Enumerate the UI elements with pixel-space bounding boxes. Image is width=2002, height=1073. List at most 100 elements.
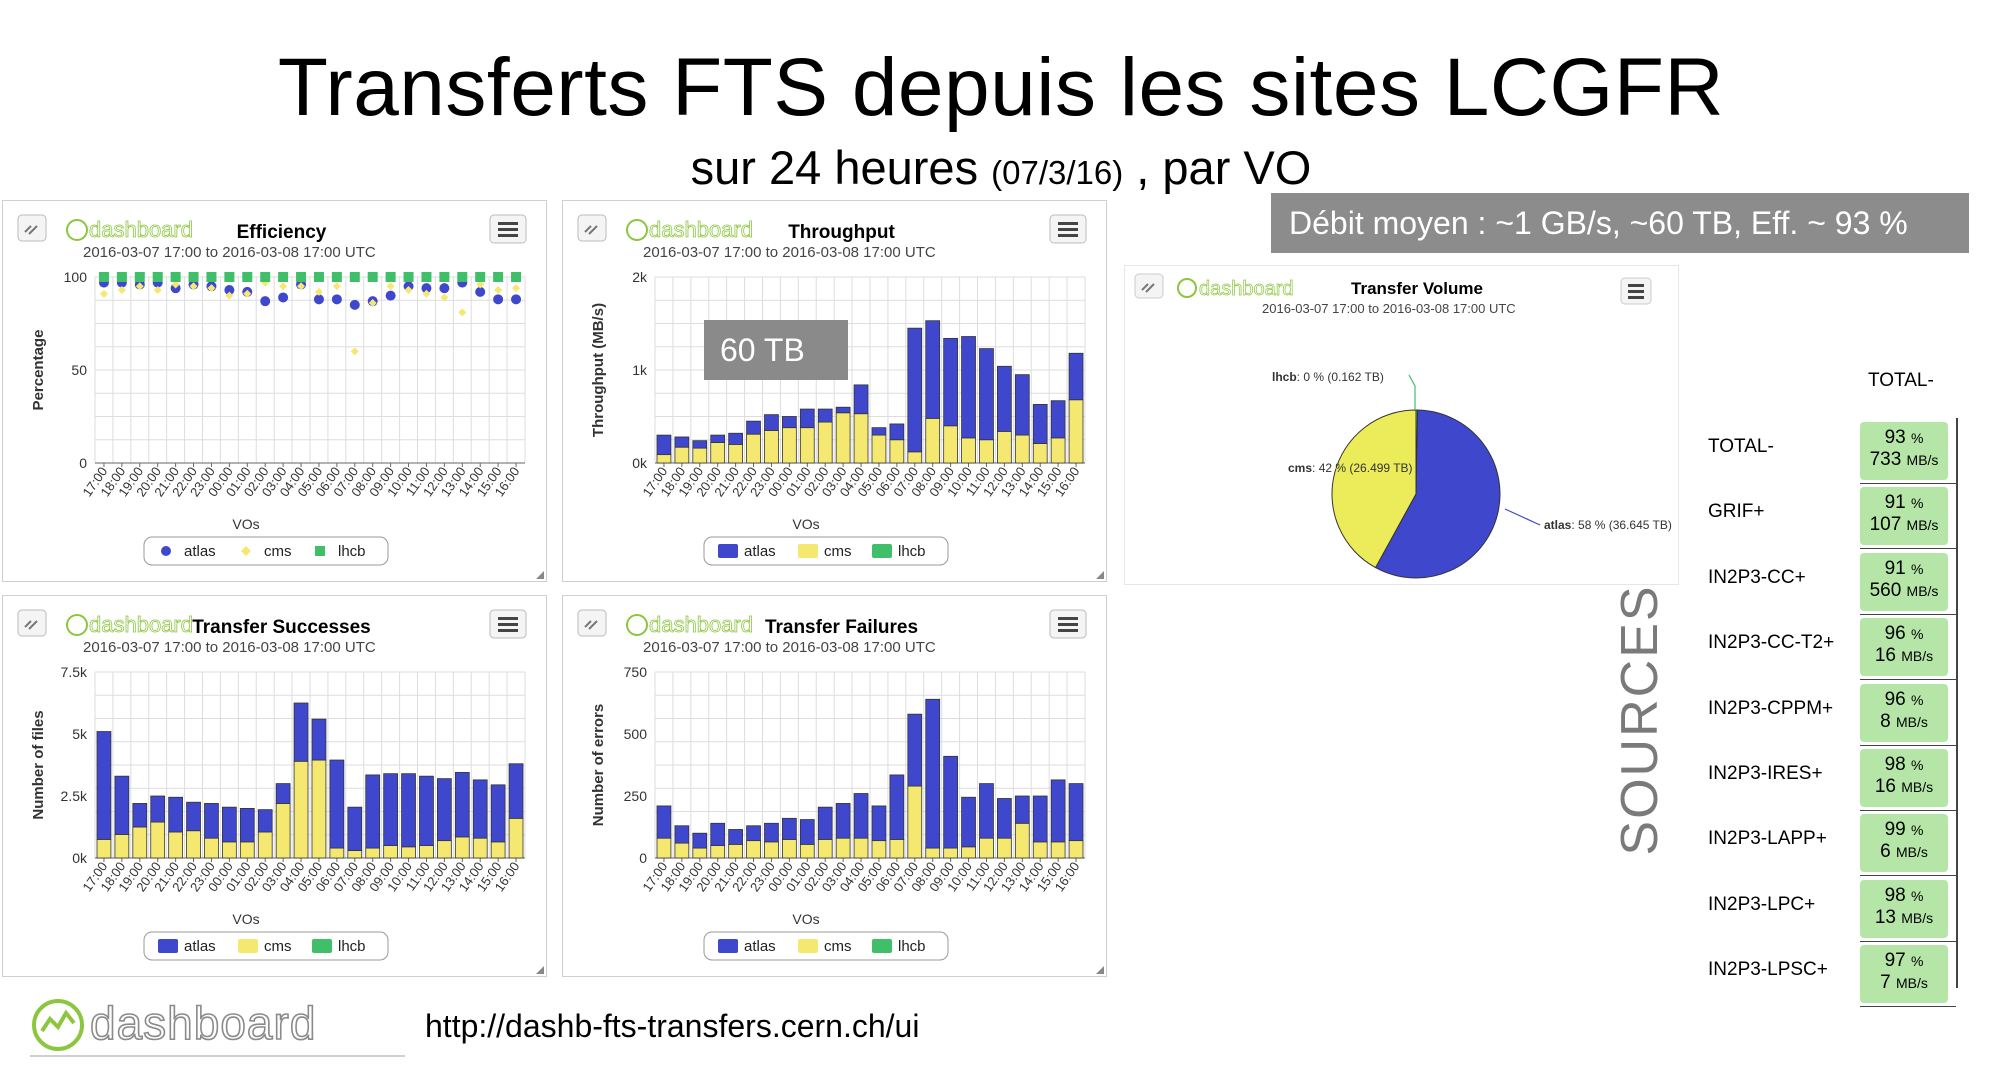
source-row[interactable]: IN2P3-LPC+ 98 % 13 MB/s [1708, 879, 1998, 940]
bar-atlas[interactable] [889, 423, 905, 441]
point-cms[interactable] [422, 289, 431, 298]
point-cms[interactable] [404, 286, 413, 295]
bar-cms[interactable] [943, 425, 958, 464]
source-total-cell[interactable]: 98 % 13 MB/s [1860, 879, 1948, 938]
point-lhcb[interactable] [475, 272, 486, 282]
legend-item-atlas[interactable]: atlas [161, 543, 216, 560]
point-atlas[interactable] [493, 294, 504, 305]
bar-cms[interactable] [132, 826, 148, 859]
bar-cms[interactable] [692, 447, 708, 464]
bar-cms[interactable] [692, 847, 708, 859]
source-row[interactable]: IN2P3-IRES+ 98 % 16 MB/s [1708, 749, 1998, 809]
bar-atlas[interactable] [508, 763, 524, 819]
bar-cms[interactable] [311, 759, 327, 859]
bar-cms[interactable] [746, 840, 761, 859]
point-atlas[interactable] [439, 283, 450, 294]
bar-atlas[interactable] [132, 803, 148, 828]
source-site-label[interactable]: IN2P3-CPPM+ [1708, 697, 1834, 719]
source-total-cell[interactable]: 91 % 560 MB/s [1860, 552, 1948, 611]
bar-atlas[interactable] [222, 806, 237, 843]
source-total-cell[interactable]: 93 % 733 MB/s [1860, 422, 1948, 480]
point-cms[interactable] [332, 282, 341, 291]
bar-atlas[interactable] [907, 327, 923, 453]
bar-atlas[interactable] [656, 434, 672, 456]
source-row[interactable]: IN2P3-CC-T2+ 96 % 16 MB/s [1708, 618, 1998, 678]
bar-cms[interactable] [293, 760, 309, 859]
point-lhcb[interactable] [242, 272, 253, 282]
bar-atlas[interactable] [168, 796, 183, 833]
bar-atlas[interactable] [782, 416, 797, 429]
bar-atlas[interactable] [799, 819, 815, 845]
bar-cms[interactable] [835, 412, 851, 464]
point-lhcb[interactable] [349, 272, 360, 282]
bar-atlas[interactable] [1050, 779, 1066, 843]
bar-atlas[interactable] [674, 436, 690, 448]
point-lhcb[interactable] [188, 272, 199, 282]
bar-atlas[interactable] [674, 825, 690, 844]
bar-atlas[interactable] [257, 809, 273, 833]
link-button[interactable] [577, 609, 607, 637]
bar-cms[interactable] [257, 831, 273, 859]
bar-atlas[interactable] [454, 772, 470, 838]
bar-cms[interactable] [222, 841, 237, 859]
bar-cms[interactable] [907, 451, 923, 464]
bar-cms[interactable] [186, 830, 201, 859]
bar-cms[interactable] [674, 446, 690, 464]
bar-cms[interactable] [997, 430, 1012, 464]
bar-atlas[interactable] [710, 822, 726, 846]
point-cms[interactable] [476, 280, 485, 289]
legend-item-atlas[interactable]: atlas [718, 543, 776, 560]
bar-atlas[interactable] [472, 779, 488, 839]
point-lhcb[interactable] [116, 272, 127, 282]
bar-atlas[interactable] [728, 829, 743, 845]
bar-cms[interactable] [728, 843, 743, 859]
bar-atlas[interactable] [835, 406, 851, 414]
bar-atlas[interactable] [204, 803, 219, 839]
bar-cms[interactable] [96, 838, 112, 859]
point-lhcb[interactable] [206, 272, 217, 282]
point-cms[interactable] [189, 282, 198, 291]
bar-cms[interactable] [710, 442, 726, 464]
bar-atlas[interactable] [114, 775, 130, 835]
bar-cms[interactable] [961, 437, 976, 464]
source-row[interactable]: IN2P3-LPSC+ 97 % 7 MB/s [1708, 945, 1998, 1005]
bar-atlas[interactable] [96, 731, 112, 840]
point-atlas[interactable] [278, 292, 289, 303]
resize-handle-icon[interactable] [536, 966, 544, 974]
resize-handle-icon[interactable] [1096, 966, 1104, 974]
bar-atlas[interactable] [746, 825, 761, 842]
bar-cms[interactable] [508, 817, 524, 859]
legend-item-cms[interactable]: cms [241, 543, 292, 560]
bar-atlas[interactable] [764, 822, 779, 843]
point-lhcb[interactable] [278, 272, 289, 282]
bar-cms[interactable] [472, 837, 488, 859]
source-row[interactable]: IN2P3-CC+ 91 % 560 MB/s [1708, 552, 1998, 613]
link-button[interactable] [17, 214, 47, 242]
bar-cms[interactable] [764, 430, 779, 464]
link-button[interactable] [577, 214, 607, 242]
bar-cms[interactable] [168, 831, 183, 859]
source-total-cell[interactable]: 96 % 16 MB/s [1860, 618, 1948, 677]
bar-atlas[interactable] [710, 434, 726, 443]
bar-cms[interactable] [419, 845, 434, 859]
point-cms[interactable] [440, 293, 449, 302]
source-row[interactable]: IN2P3-LAPP+ 99 % 6 MB/s [1708, 814, 1998, 874]
bar-cms[interactable] [871, 840, 887, 859]
bar-cms[interactable] [1068, 399, 1084, 464]
point-cms[interactable] [171, 280, 180, 289]
bar-cms[interactable] [782, 838, 797, 859]
bar-atlas[interactable] [764, 414, 779, 431]
point-lhcb[interactable] [457, 272, 468, 282]
bar-cms[interactable] [239, 841, 255, 859]
bar-atlas[interactable] [925, 320, 941, 419]
source-site-label[interactable]: GRIF+ [1708, 501, 1765, 523]
bar-cms[interactable] [817, 838, 833, 859]
bar-atlas[interactable] [365, 774, 381, 849]
point-lhcb[interactable] [511, 272, 522, 282]
bar-cms[interactable] [835, 837, 851, 859]
legend-item-atlas[interactable]: atlas [718, 938, 776, 955]
bar-atlas[interactable] [1032, 404, 1048, 444]
bar-cms[interactable] [329, 847, 345, 859]
bar-cms[interactable] [1014, 434, 1030, 464]
bar-cms[interactable] [656, 454, 672, 464]
